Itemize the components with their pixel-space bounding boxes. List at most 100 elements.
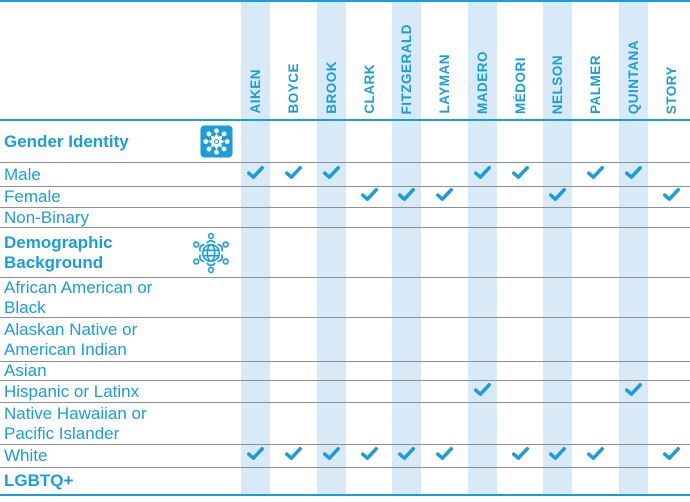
row-male: Male	[0, 163, 690, 187]
matrix-cell	[652, 163, 690, 186]
row-cells	[237, 228, 690, 277]
matrix-cell	[388, 362, 426, 380]
matrix-cell	[426, 318, 464, 361]
checkmark-icon	[360, 447, 378, 465]
row-white: White	[0, 445, 690, 468]
row-label-cell: Native Hawaiian or Pacific Islander	[0, 403, 237, 444]
column-stripe	[392, 2, 422, 494]
matrix-cell	[388, 163, 426, 186]
matrix-cell	[350, 208, 388, 227]
matrix-cell	[652, 381, 690, 402]
matrix-cell	[350, 381, 388, 402]
matrix-cell	[652, 445, 690, 467]
matrix-cell	[615, 163, 653, 186]
column-header-story: STORY	[652, 2, 690, 119]
matrix-cell	[350, 163, 388, 186]
column-stripe	[543, 2, 573, 494]
row-label: White	[4, 446, 48, 466]
row-demographic-background: Demographic Background	[0, 228, 690, 278]
matrix-cell	[426, 187, 464, 207]
matrix-cell	[464, 318, 502, 361]
people-circle-tile-icon	[200, 125, 233, 158]
matrix-cell	[652, 228, 690, 277]
matrix-cell	[577, 228, 615, 277]
row-label-cell: Alaskan Native or American Indian	[0, 318, 237, 361]
matrix-cell	[426, 381, 464, 402]
matrix-cell	[464, 403, 502, 444]
row-label: Hispanic or Latinx	[4, 381, 140, 401]
matrix-cell	[464, 362, 502, 380]
row-hispanic-or-latinx: Hispanic or Latinx	[0, 381, 690, 403]
matrix-cell	[501, 468, 539, 494]
matrix-cell	[350, 187, 388, 207]
matrix-cell	[652, 208, 690, 227]
checkmark-icon	[587, 447, 605, 465]
matrix-cell	[539, 208, 577, 227]
matrix-cell	[501, 187, 539, 207]
row-label-cell: Non-Binary	[0, 208, 237, 227]
column-header-label: STORY	[663, 65, 679, 114]
matrix-cell	[313, 318, 351, 361]
matrix-cell	[464, 187, 502, 207]
matrix-cell	[577, 445, 615, 467]
checkmark-icon	[549, 188, 567, 206]
checkmark-icon	[436, 188, 454, 206]
column-header-label: QUINTANA	[625, 39, 641, 114]
matrix-cell	[388, 121, 426, 162]
matrix-cell	[464, 121, 502, 162]
row-cells	[237, 163, 690, 186]
matrix-cell	[237, 362, 275, 380]
bottom-border-line	[0, 494, 690, 496]
matrix-cell	[539, 381, 577, 402]
column-header-label: BOYCE	[286, 63, 302, 114]
matrix-cell	[652, 187, 690, 207]
matrix-cell	[539, 445, 577, 467]
row-non-binary: Non-Binary	[0, 208, 690, 228]
row-label-cell: African American or Black	[0, 278, 237, 317]
checkmark-icon	[436, 447, 454, 465]
matrix-cell	[275, 403, 313, 444]
column-header-clark: CLARK	[350, 2, 388, 119]
matrix-cell	[237, 278, 275, 317]
matrix-cell	[615, 187, 653, 207]
row-asian: Asian	[0, 361, 690, 381]
matrix-cell	[275, 468, 313, 494]
matrix-cell	[615, 278, 653, 317]
column-header-label: AIKEN	[248, 69, 264, 114]
checkmark-icon	[662, 188, 680, 206]
matrix-cell	[426, 163, 464, 186]
row-gender-identity: Gender Identity	[0, 121, 690, 163]
row-native-hawaiian-or-pacific-islander: Native Hawaiian or Pacific Islander	[0, 403, 690, 445]
row-label-cell: Asian	[0, 361, 237, 380]
checkmark-icon	[511, 447, 529, 465]
matrix-cell	[539, 403, 577, 444]
matrix-cell	[313, 228, 351, 277]
matrix-cell	[615, 381, 653, 402]
matrix-cell	[615, 228, 653, 277]
checkmark-icon	[511, 165, 529, 184]
matrix-cell	[275, 187, 313, 207]
matrix-cell	[539, 163, 577, 186]
checkmark-icon	[247, 447, 265, 465]
matrix-cell	[388, 187, 426, 207]
matrix-cell	[464, 468, 502, 494]
matrix-cell	[464, 381, 502, 402]
matrix-cell	[275, 318, 313, 361]
column-header-layman: LAYMAN	[426, 2, 464, 119]
checkmark-icon	[624, 382, 642, 401]
row-african-american-or-black: African American or Black	[0, 278, 690, 318]
row-label: African American or Black	[4, 278, 153, 317]
column-header-brook: BROOK	[313, 2, 351, 119]
checkmark-icon	[662, 447, 680, 465]
matrix-cell	[426, 468, 464, 494]
column-stripe	[467, 2, 497, 494]
matrix-cell	[350, 228, 388, 277]
matrix-cell	[426, 121, 464, 162]
row-label: Non-Binary	[4, 207, 90, 227]
header-divider-line	[0, 119, 690, 121]
matrix-cell	[426, 278, 464, 317]
matrix-cell	[577, 403, 615, 444]
matrix-cell	[539, 228, 577, 277]
matrix-cell	[539, 362, 577, 380]
matrix-cell	[388, 208, 426, 227]
